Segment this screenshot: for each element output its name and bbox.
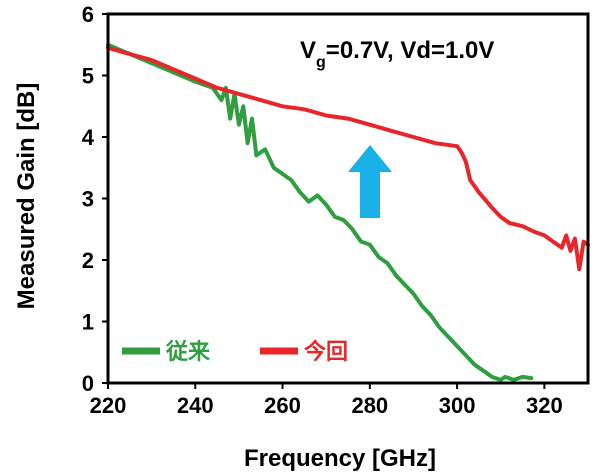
y-tick-label: 6 [82, 2, 94, 27]
x-axis-title: Frequency [GHz] [244, 445, 436, 472]
x-tick-label: 280 [351, 393, 388, 418]
y-axis-title: Measured Gain [dB] [13, 83, 40, 310]
legend: 従来 今回 [122, 339, 348, 365]
legend-label-current: 今回 [304, 339, 348, 365]
legend-label-conventional: 従来 [165, 339, 211, 365]
y-tick-label: 2 [82, 248, 94, 273]
x-tick-label: 260 [264, 393, 301, 418]
y-tick-label: 4 [82, 125, 95, 150]
x-tick-label: 300 [439, 393, 476, 418]
x-tick-label: 320 [526, 393, 563, 418]
plot-frame [106, 12, 590, 385]
annotation-suffix: =0.7V, Vd=1.0V [326, 37, 495, 64]
y-tick-label: 1 [82, 310, 94, 335]
series-layer [106, 42, 590, 382]
y-tick-label: 0 [82, 371, 94, 396]
x-tick-label: 240 [177, 393, 214, 418]
y-tick-label: 3 [82, 187, 94, 212]
tick-layer: 220 240 260 280 300 320 0 1 2 3 4 5 6 [82, 2, 563, 418]
arrow-shape [348, 145, 392, 218]
series-line-0 [106, 42, 534, 382]
bias-annotation: Vg=0.7V, Vd=1.0V [300, 37, 494, 71]
y-tick-label: 5 [82, 64, 94, 89]
x-tick-label: 220 [90, 393, 127, 418]
annotation-subscript: g [316, 54, 326, 71]
series-line-1 [106, 45, 590, 272]
annotation-prefix: V [300, 37, 316, 64]
up-arrow-icon [348, 145, 392, 218]
